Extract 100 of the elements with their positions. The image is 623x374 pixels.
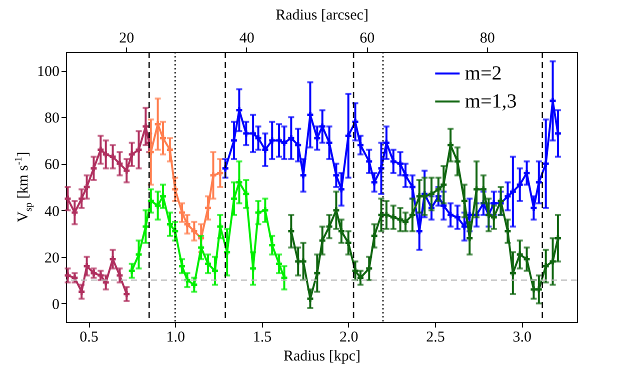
- point: [110, 154, 116, 160]
- x-tick-label: 0.5: [80, 330, 98, 346]
- point: [262, 207, 268, 214]
- point: [64, 196, 71, 202]
- point: [510, 188, 516, 195]
- point: [390, 158, 396, 164]
- legend-label: m=2: [464, 62, 502, 84]
- point: [269, 137, 276, 144]
- x2-tick-label: 40: [239, 30, 254, 46]
- point: [461, 198, 468, 204]
- point: [536, 286, 542, 292]
- point: [210, 172, 216, 178]
- point: [124, 291, 130, 298]
- point: [402, 218, 409, 225]
- point: [224, 249, 230, 256]
- point: [448, 142, 454, 148]
- point: [281, 140, 288, 146]
- y-tick-label: 0: [52, 296, 60, 313]
- point: [516, 252, 523, 258]
- point: [124, 168, 130, 174]
- point: [179, 263, 186, 270]
- point: [448, 212, 454, 218]
- point: [422, 193, 428, 200]
- point: [357, 274, 364, 281]
- point: [166, 146, 173, 153]
- point: [288, 228, 294, 234]
- point: [184, 221, 190, 228]
- point: [524, 256, 530, 262]
- point: [295, 258, 302, 264]
- point: [90, 165, 97, 172]
- x-tick-label: 2.5: [426, 330, 445, 346]
- point: [371, 232, 378, 239]
- point: [402, 172, 409, 178]
- point: [319, 238, 326, 244]
- point: [338, 228, 344, 234]
- y-tick-label: 40: [44, 204, 60, 220]
- point: [440, 182, 447, 188]
- point: [504, 193, 511, 200]
- point: [383, 212, 390, 218]
- point: [78, 196, 85, 202]
- point: [205, 260, 212, 267]
- point: [516, 182, 523, 188]
- point: [116, 160, 123, 167]
- point: [378, 165, 384, 172]
- point: [326, 140, 332, 146]
- x-tick-label: 2.0: [339, 330, 358, 346]
- point: [191, 282, 198, 288]
- point: [397, 160, 404, 167]
- x2-tick-label: 60: [360, 30, 375, 46]
- point: [154, 202, 161, 209]
- point: [416, 193, 422, 200]
- point: [255, 210, 262, 216]
- point: [366, 158, 372, 164]
- point: [352, 268, 358, 274]
- y-tick-label: 100: [37, 64, 60, 80]
- point: [295, 142, 302, 148]
- point: [554, 235, 561, 242]
- point: [205, 204, 212, 211]
- x2-tick-label: 80: [480, 30, 495, 46]
- point: [116, 272, 123, 278]
- point: [416, 228, 422, 234]
- point: [136, 146, 142, 153]
- point: [128, 151, 135, 158]
- point: [490, 214, 497, 220]
- x-tick-label: 1.0: [166, 330, 186, 346]
- point: [231, 137, 238, 144]
- point: [480, 186, 486, 192]
- y-tick-label: 80: [44, 110, 60, 127]
- point: [435, 186, 442, 192]
- point: [390, 214, 396, 220]
- x-axis-title: Radius [kpc]: [283, 348, 361, 364]
- point: [454, 158, 460, 164]
- y-tick-label: 20: [44, 250, 60, 266]
- point: [530, 286, 537, 292]
- point: [217, 224, 224, 230]
- point: [542, 263, 549, 270]
- legend-label: m=1,3: [464, 90, 517, 112]
- x-tick-label: 3.0: [512, 330, 532, 346]
- point: [536, 179, 542, 186]
- point: [474, 186, 480, 192]
- point: [504, 228, 511, 234]
- point: [366, 265, 372, 272]
- point: [357, 142, 364, 148]
- point: [136, 252, 142, 258]
- point: [345, 240, 352, 246]
- point: [198, 244, 204, 251]
- x2-axis-title: Radius [arcsec]: [276, 8, 368, 24]
- point: [84, 184, 90, 190]
- x2-tick-label: 20: [119, 30, 134, 46]
- point: [191, 228, 198, 234]
- point: [510, 270, 516, 276]
- point: [542, 160, 549, 167]
- point: [409, 184, 416, 190]
- point: [333, 172, 340, 178]
- point: [179, 210, 186, 216]
- point: [326, 224, 332, 230]
- point: [314, 270, 320, 276]
- point: [128, 268, 135, 274]
- point: [262, 146, 268, 153]
- point: [250, 265, 256, 272]
